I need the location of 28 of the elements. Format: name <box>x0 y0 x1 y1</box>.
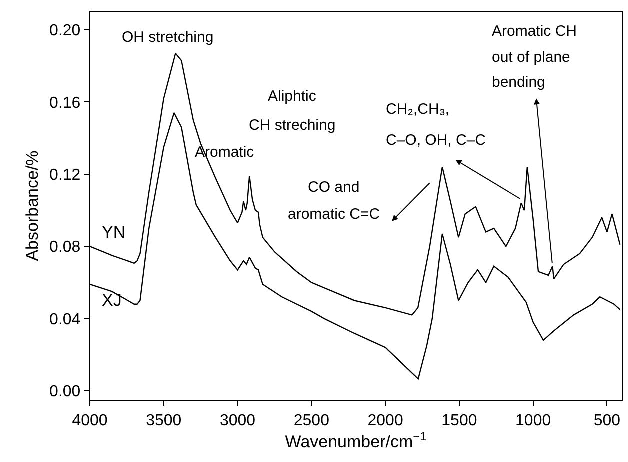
x-tick-label: 1000 <box>516 412 552 430</box>
annotation: CH streching <box>249 117 336 134</box>
y-tick-label: 0.08 <box>50 239 81 256</box>
x-tick-label: 2500 <box>294 412 330 430</box>
x-axis-title: Wavenumber/cm$^{−1}$ <box>285 429 428 452</box>
y-tick-label: 0.16 <box>50 94 81 112</box>
y-tick-label: 0.12 <box>50 167 81 184</box>
x-tick-label: 1500 <box>442 412 478 430</box>
annotation: Aliphtic <box>268 88 317 105</box>
annotation: bending <box>492 74 546 91</box>
y-tick-label: 0.20 <box>50 22 81 40</box>
annotation: Aromatic CH <box>492 23 578 40</box>
y-tick-label: 0.00 <box>50 384 81 401</box>
x-tick-label: 500 <box>594 412 621 430</box>
annotation: out of plane <box>492 49 570 66</box>
x-tick-label: 2000 <box>368 412 404 430</box>
y-tick-label: 0.04 <box>50 311 81 328</box>
x-tick-label: 3000 <box>220 412 256 430</box>
series-label: YN <box>102 223 126 242</box>
x-tick-label: 3500 <box>146 412 182 430</box>
annotation: CO and <box>308 179 360 196</box>
y-axis-title: Absorbance/% <box>23 150 42 262</box>
annotation: C–O, OH, C–C <box>386 132 486 149</box>
annotation: OH stretching <box>122 29 214 46</box>
annotation: aromatic C=C <box>288 206 380 223</box>
x-tick-label: 4000 <box>72 412 108 430</box>
series-label: XJ <box>102 291 122 310</box>
annotation: CH₂,CH₃, <box>386 101 450 118</box>
